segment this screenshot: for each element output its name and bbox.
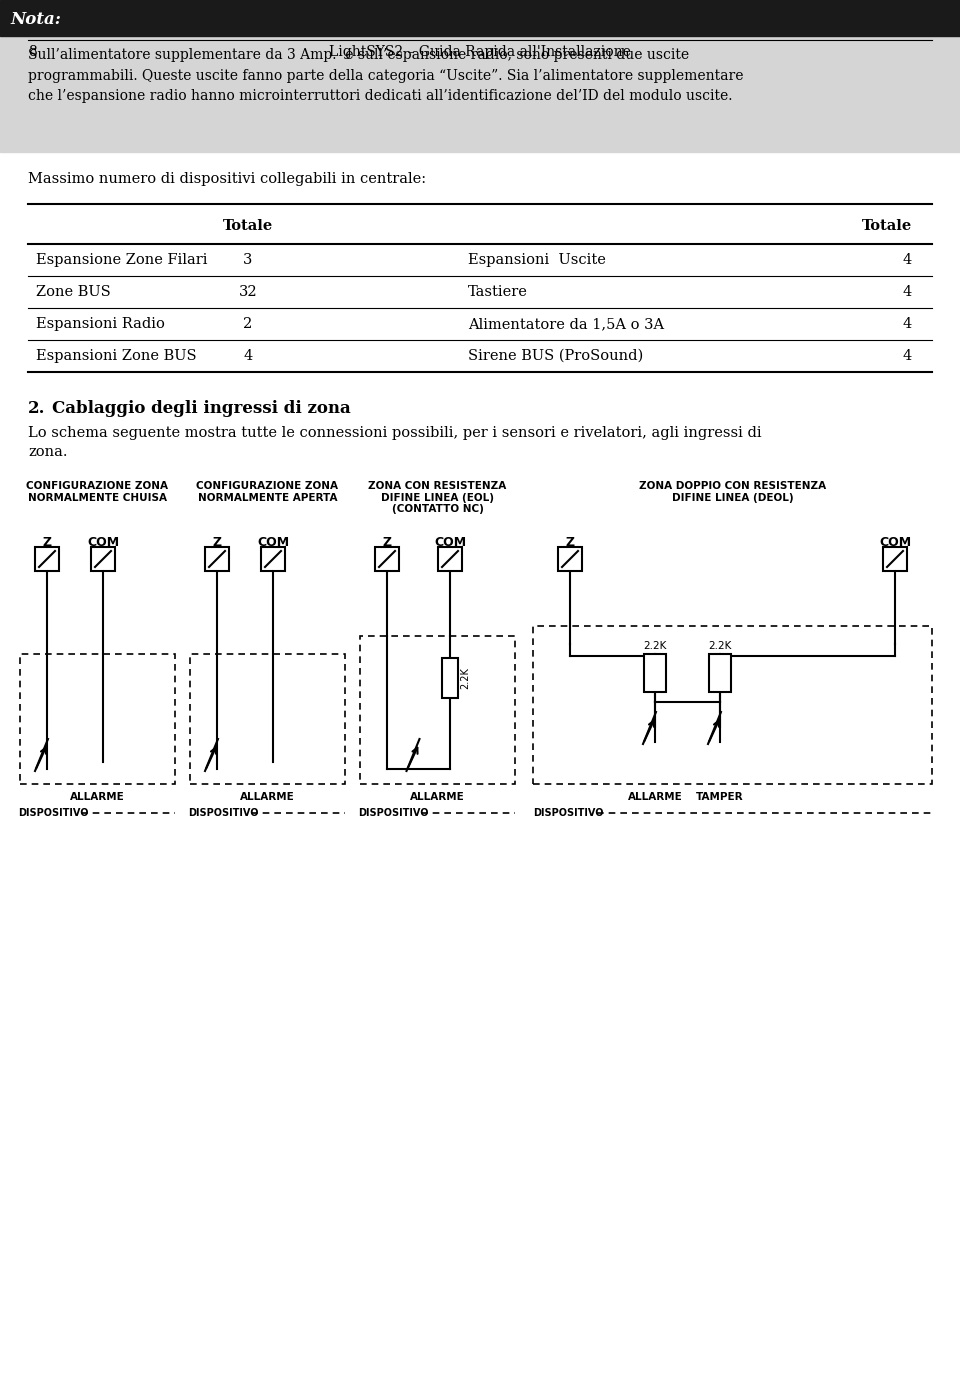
Bar — [0, 36, 960, 153]
Bar — [261, 547, 285, 571]
Text: Sirene BUS (ProSound): Sirene BUS (ProSound) — [468, 349, 643, 363]
Text: Z: Z — [42, 536, 52, 549]
Text: Massimo numero di dispositivi collegabili in centrale:: Massimo numero di dispositivi collegabil… — [28, 172, 426, 186]
Text: 2.2K: 2.2K — [460, 666, 470, 689]
Bar — [438, 547, 462, 571]
Bar — [883, 547, 907, 571]
Text: 4: 4 — [902, 316, 912, 330]
Bar — [0, 0, 960, 36]
Text: COM: COM — [879, 536, 911, 549]
Text: 4: 4 — [902, 286, 912, 300]
Text: Sull’alimentatore supplementare da 3 Amp.  e sull’espansione radio, sono present: Sull’alimentatore supplementare da 3 Amp… — [28, 48, 743, 104]
Text: COM: COM — [87, 536, 119, 549]
Text: Espansioni Radio: Espansioni Radio — [36, 316, 165, 330]
Text: ALLARME: ALLARME — [70, 792, 125, 802]
Text: ZONA CON RESISTENZA
DIFINE LINEA (EOL)
(CONTATTO NC): ZONA CON RESISTENZA DIFINE LINEA (EOL) (… — [369, 482, 507, 514]
Text: 2.2K: 2.2K — [643, 641, 666, 651]
Text: Tastiere: Tastiere — [468, 286, 528, 300]
Text: 2.: 2. — [28, 400, 45, 417]
Bar — [190, 654, 345, 784]
Text: 3: 3 — [243, 253, 252, 267]
Text: Nota:: Nota: — [10, 10, 60, 28]
Bar — [91, 547, 115, 571]
Text: 4: 4 — [902, 349, 912, 363]
Bar — [442, 658, 458, 699]
Text: 4: 4 — [902, 253, 912, 267]
Text: Espansioni Zone BUS: Espansioni Zone BUS — [36, 349, 197, 363]
Text: Z: Z — [382, 536, 392, 549]
Text: DISPOSITIVO: DISPOSITIVO — [18, 808, 88, 818]
Bar — [205, 547, 229, 571]
Bar — [35, 547, 59, 571]
Text: 4: 4 — [244, 349, 252, 363]
Text: LightSYS2 – Guida Rapida all'Installazione: LightSYS2 – Guida Rapida all'Installazio… — [329, 45, 631, 59]
Text: ALLARME: ALLARME — [628, 792, 683, 802]
Text: Lo schema seguente mostra tutte le connessioni possibili, per i sensori e rivela: Lo schema seguente mostra tutte le conne… — [28, 426, 761, 459]
Text: CONFIGURAZIONE ZONA
NORMALMENTE CHUISA: CONFIGURAZIONE ZONA NORMALMENTE CHUISA — [27, 482, 169, 503]
Text: COM: COM — [434, 536, 466, 549]
Bar — [20, 654, 175, 784]
Text: Espansioni  Uscite: Espansioni Uscite — [468, 253, 606, 267]
Text: ZONA DOPPIO CON RESISTENZA
DIFINE LINEA (DEOL): ZONA DOPPIO CON RESISTENZA DIFINE LINEA … — [639, 482, 826, 503]
Text: CONFIGURAZIONE ZONA
NORMALMENTE APERTA: CONFIGURAZIONE ZONA NORMALMENTE APERTA — [197, 482, 339, 503]
Text: DISPOSITIVO: DISPOSITIVO — [188, 808, 258, 818]
Text: Espansione Zone Filari: Espansione Zone Filari — [36, 253, 207, 267]
Text: DISPOSITIVO: DISPOSITIVO — [533, 808, 604, 818]
Text: Z: Z — [212, 536, 222, 549]
Text: 32: 32 — [239, 286, 257, 300]
Text: ALLARME: ALLARME — [410, 792, 465, 802]
Text: 8: 8 — [28, 45, 36, 59]
Text: COM: COM — [257, 536, 289, 549]
Text: Totale: Totale — [223, 218, 274, 232]
Text: Cablaggio degli ingressi di zona: Cablaggio degli ingressi di zona — [52, 400, 350, 417]
Text: 2: 2 — [244, 316, 252, 330]
Bar — [360, 636, 515, 784]
Bar — [709, 654, 731, 692]
Text: ALLARME: ALLARME — [240, 792, 295, 802]
Text: 2.2K: 2.2K — [708, 641, 732, 651]
Text: TAMPER: TAMPER — [696, 792, 744, 802]
Text: Alimentatore da 1,5A o 3A: Alimentatore da 1,5A o 3A — [468, 316, 664, 330]
Bar — [558, 547, 582, 571]
Bar — [644, 654, 666, 692]
Bar — [533, 626, 932, 784]
Text: Z: Z — [565, 536, 575, 549]
Bar — [375, 547, 399, 571]
Text: Zone BUS: Zone BUS — [36, 286, 110, 300]
Text: DISPOSITIVO: DISPOSITIVO — [358, 808, 428, 818]
Text: Totale: Totale — [862, 218, 912, 232]
